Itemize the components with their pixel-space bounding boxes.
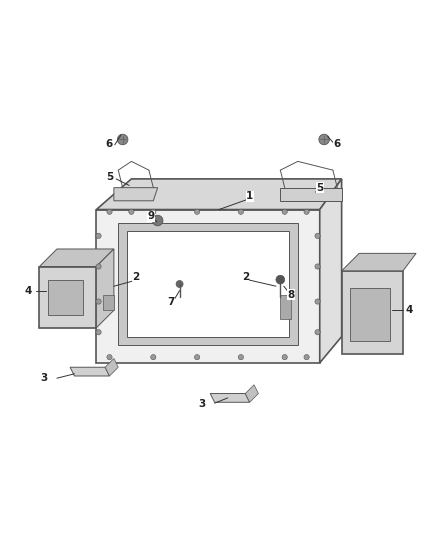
Circle shape bbox=[276, 275, 285, 284]
Circle shape bbox=[238, 354, 244, 360]
Polygon shape bbox=[96, 209, 320, 363]
Circle shape bbox=[107, 209, 112, 214]
Circle shape bbox=[107, 354, 112, 360]
Circle shape bbox=[282, 354, 287, 360]
Text: 7: 7 bbox=[167, 296, 174, 306]
Circle shape bbox=[151, 209, 156, 214]
Text: 4: 4 bbox=[406, 305, 413, 316]
Polygon shape bbox=[320, 179, 342, 363]
Circle shape bbox=[96, 233, 101, 238]
Polygon shape bbox=[70, 367, 110, 376]
Text: 3: 3 bbox=[198, 399, 205, 409]
Circle shape bbox=[194, 209, 200, 214]
Circle shape bbox=[282, 209, 287, 214]
Bar bbox=[48, 280, 83, 314]
Text: 6: 6 bbox=[334, 139, 341, 149]
Circle shape bbox=[238, 209, 244, 214]
Circle shape bbox=[304, 209, 309, 214]
Text: 3: 3 bbox=[40, 373, 47, 383]
Text: 2: 2 bbox=[132, 272, 139, 282]
Text: 8: 8 bbox=[288, 290, 295, 300]
Circle shape bbox=[194, 354, 200, 360]
Text: 6: 6 bbox=[106, 139, 113, 149]
Polygon shape bbox=[245, 385, 258, 402]
Bar bbox=[350, 288, 390, 341]
Polygon shape bbox=[118, 223, 298, 345]
Bar bbox=[103, 295, 114, 310]
Text: 5: 5 bbox=[106, 172, 113, 182]
Circle shape bbox=[152, 215, 163, 226]
Circle shape bbox=[319, 134, 329, 145]
Circle shape bbox=[304, 354, 309, 360]
Circle shape bbox=[96, 329, 101, 335]
Polygon shape bbox=[280, 188, 342, 201]
Polygon shape bbox=[96, 179, 342, 209]
Text: 4: 4 bbox=[25, 286, 32, 296]
Text: 2: 2 bbox=[242, 272, 249, 282]
Polygon shape bbox=[114, 188, 158, 201]
Polygon shape bbox=[210, 393, 250, 402]
Polygon shape bbox=[39, 266, 96, 328]
Circle shape bbox=[315, 299, 320, 304]
Circle shape bbox=[151, 354, 156, 360]
Polygon shape bbox=[342, 253, 416, 271]
Polygon shape bbox=[96, 249, 114, 328]
Circle shape bbox=[315, 233, 320, 238]
Text: 5: 5 bbox=[316, 183, 323, 192]
Text: 9: 9 bbox=[148, 211, 155, 221]
Polygon shape bbox=[342, 271, 403, 354]
Polygon shape bbox=[39, 249, 114, 266]
Text: 1: 1 bbox=[246, 191, 253, 201]
Circle shape bbox=[96, 264, 101, 269]
Circle shape bbox=[129, 209, 134, 214]
Circle shape bbox=[176, 280, 183, 287]
Polygon shape bbox=[127, 231, 289, 336]
Bar bbox=[280, 295, 291, 319]
Circle shape bbox=[96, 299, 101, 304]
Polygon shape bbox=[105, 359, 118, 376]
Circle shape bbox=[117, 134, 128, 145]
Circle shape bbox=[315, 264, 320, 269]
Circle shape bbox=[315, 329, 320, 335]
